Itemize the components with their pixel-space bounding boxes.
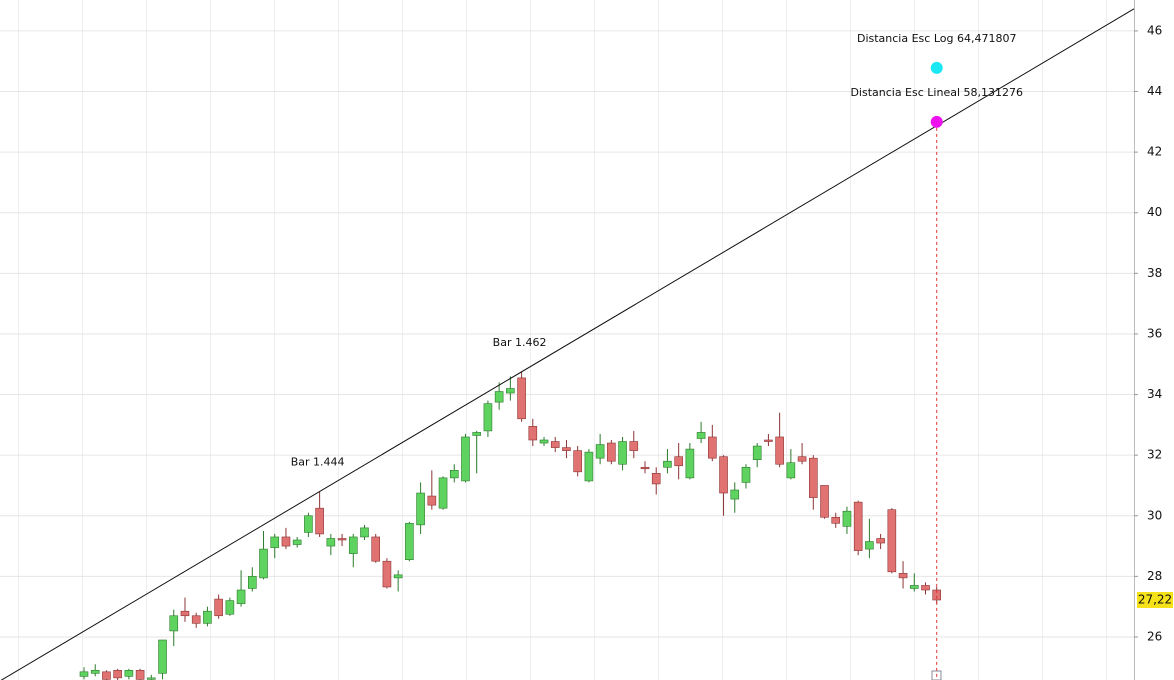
candle-body <box>326 538 336 547</box>
candle-body <box>663 460 672 468</box>
candle-body <box>607 442 616 462</box>
candle-body <box>79 671 89 677</box>
candle-body <box>135 670 145 680</box>
y-tick-label: 42 <box>1147 145 1162 159</box>
candle-body <box>124 670 134 677</box>
candle-body <box>865 541 874 550</box>
candle-body <box>259 548 268 579</box>
candle-body <box>909 585 919 589</box>
candle-body <box>416 492 425 526</box>
candle-body <box>562 447 571 451</box>
candle-body <box>696 432 706 439</box>
candle-body <box>752 445 762 460</box>
candle-body <box>595 444 605 459</box>
candle-body <box>517 377 526 420</box>
candle-body <box>393 574 403 579</box>
candle-body <box>102 671 111 680</box>
candle-body <box>203 610 212 624</box>
candle-body <box>550 441 560 448</box>
candle-body <box>90 670 100 674</box>
candle-body <box>831 516 841 524</box>
candle-body <box>315 507 324 535</box>
candle-body <box>438 477 448 509</box>
candle-body <box>225 600 235 615</box>
candle-body <box>169 615 179 632</box>
candle-body <box>472 432 482 436</box>
bar-annotation: Bar 1.462 <box>493 336 547 349</box>
candle-body <box>573 450 582 473</box>
y-tick-label: 46 <box>1147 23 1162 37</box>
candle-body <box>360 527 369 538</box>
candle-body <box>651 473 661 485</box>
y-tick-label: 34 <box>1147 387 1162 401</box>
candle-body <box>371 536 381 562</box>
y-tick-label: 32 <box>1147 448 1162 462</box>
candle-body <box>887 509 897 573</box>
candle-body <box>281 536 291 547</box>
distance-point <box>930 61 943 74</box>
candle-body <box>741 466 751 483</box>
candle-body <box>292 539 302 545</box>
candle-body <box>808 457 818 498</box>
candle-body <box>842 510 852 527</box>
candle-body <box>248 576 257 589</box>
y-tick-label: 28 <box>1147 569 1162 583</box>
candle-body <box>348 536 358 554</box>
candle-body <box>236 589 246 604</box>
candle-body <box>539 439 549 444</box>
y-tick-label: 30 <box>1147 508 1162 522</box>
candle-body <box>382 560 392 588</box>
candle-body <box>921 585 930 591</box>
y-tick-label: 40 <box>1147 205 1162 219</box>
candle-body <box>180 610 190 617</box>
point-label: Distancia Esc Lineal 58,131276 <box>850 86 1023 99</box>
candle-body <box>158 639 167 674</box>
candle-body <box>449 470 459 479</box>
candle-body <box>820 485 829 518</box>
candle-body <box>270 536 280 548</box>
y-tick-label: 38 <box>1147 266 1162 280</box>
candle-body <box>719 456 728 494</box>
candle-body <box>191 615 201 624</box>
candle-body <box>214 598 223 617</box>
candle-body <box>730 489 740 500</box>
candle-body <box>629 441 639 451</box>
y-tick-label: 26 <box>1147 629 1162 643</box>
candle-body <box>708 436 717 459</box>
candle-body <box>775 436 784 465</box>
last-price-label: 27,22 <box>1138 593 1172 607</box>
candle-body <box>147 677 156 680</box>
candle-body <box>640 466 650 470</box>
y-tick-label: 44 <box>1147 84 1162 98</box>
candle-body <box>405 523 414 560</box>
candle-body <box>304 515 313 533</box>
candle-body <box>797 456 807 462</box>
point-label: Distancia Esc Log 64,471807 <box>857 32 1016 45</box>
bar-annotation: Bar 1.444 <box>291 456 345 469</box>
candle-body <box>764 439 773 442</box>
candle-body <box>113 670 122 679</box>
candle-body <box>506 388 515 394</box>
candle-body <box>685 448 695 479</box>
distance-point <box>930 115 943 128</box>
last-price-box <box>1137 592 1173 608</box>
candle-body <box>427 495 437 506</box>
candle-body <box>674 456 683 467</box>
candle-body <box>461 436 470 482</box>
candle-body <box>528 426 538 441</box>
candle-body <box>618 441 627 465</box>
candle-body <box>853 501 863 551</box>
candle-body <box>898 573 908 579</box>
y-tick-label: 36 <box>1147 326 1162 340</box>
candle-body <box>786 462 796 479</box>
candle-body <box>584 451 594 482</box>
candle-body <box>483 403 493 432</box>
trendline <box>0 8 1135 680</box>
candle-body <box>494 391 504 403</box>
candle-body <box>337 538 347 541</box>
candle-body <box>876 538 885 544</box>
